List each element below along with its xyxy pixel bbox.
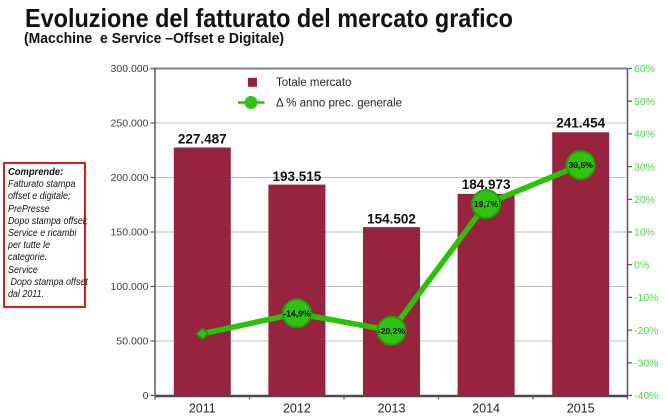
svg-text:200.000: 200.000 [111,172,149,184]
svg-text:184.973: 184.973 [462,177,511,192]
svg-text:Δ % anno prec. generale: Δ % anno prec. generale [276,97,402,109]
svg-text:100.000: 100.000 [111,281,149,293]
svg-text:10%: 10% [634,227,655,239]
svg-text:2015: 2015 [567,402,595,416]
svg-text:-14,9%: -14,9% [283,309,311,319]
svg-text:300.000: 300.000 [111,63,149,75]
svg-text:150.000: 150.000 [111,227,149,239]
svg-text:30,5%: 30,5% [569,160,594,170]
svg-text:193.515: 193.515 [272,169,321,184]
svg-text:30%: 30% [634,161,655,173]
svg-text:20%: 20% [634,194,655,206]
svg-text:0%: 0% [634,259,649,271]
svg-text:-20%: -20% [634,325,659,337]
svg-text:50.000: 50.000 [116,336,148,348]
svg-text:-40%: -40% [634,390,659,402]
svg-text:60%: 60% [634,63,655,75]
svg-text:-10%: -10% [634,292,659,304]
svg-text:Totale mercato: Totale mercato [276,77,351,89]
svg-text:40%: 40% [634,129,655,141]
svg-text:154.502: 154.502 [367,211,416,226]
svg-text:2011: 2011 [189,402,216,416]
svg-text:227.487: 227.487 [178,132,227,147]
svg-text:-30%: -30% [634,358,659,370]
svg-text:-20,2%: -20,2% [378,326,406,336]
svg-text:19,7%: 19,7% [474,199,499,209]
svg-text:2013: 2013 [378,402,406,416]
svg-text:2014: 2014 [472,402,500,416]
svg-text:50%: 50% [634,96,655,108]
svg-text:0: 0 [143,390,149,402]
svg-text:250.000: 250.000 [111,118,149,130]
svg-text:241.454: 241.454 [556,115,605,130]
svg-text:2012: 2012 [283,402,311,416]
